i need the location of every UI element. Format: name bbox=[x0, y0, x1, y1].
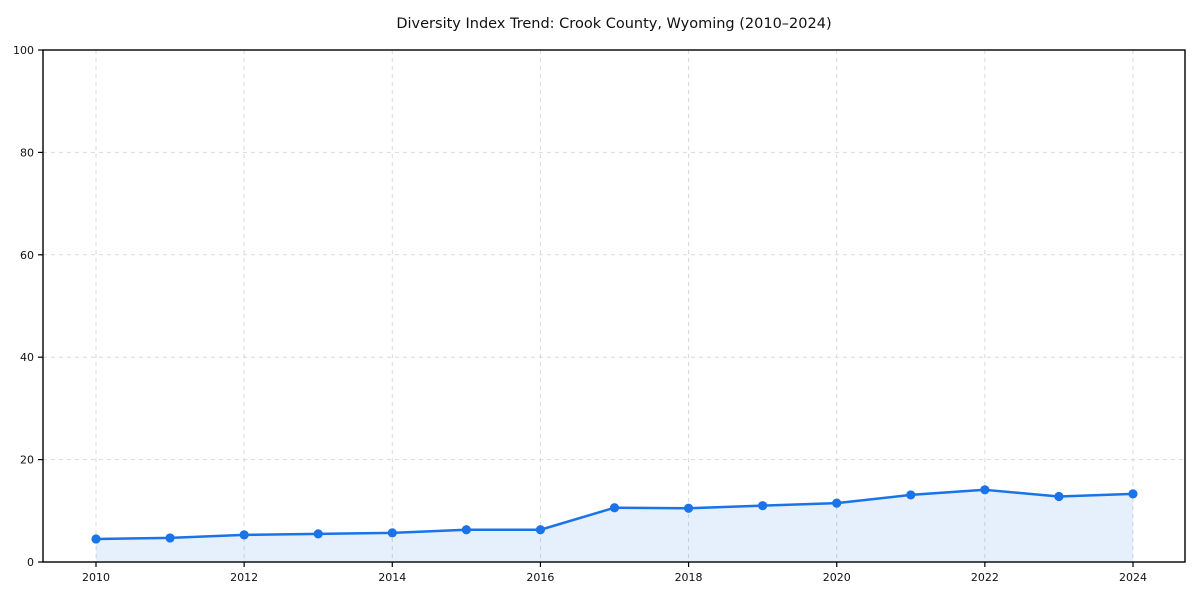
data-point-marker bbox=[313, 529, 323, 539]
data-point-marker bbox=[165, 533, 175, 543]
data-point-marker bbox=[1128, 489, 1138, 499]
y-tick-label: 100 bbox=[13, 44, 34, 57]
data-point-marker bbox=[980, 485, 990, 495]
x-tick-label: 2018 bbox=[675, 571, 703, 584]
plot-border bbox=[42, 49, 1186, 563]
data-point-marker bbox=[609, 503, 620, 513]
series-layer bbox=[91, 485, 1138, 562]
data-point-marker bbox=[832, 498, 842, 508]
y-tick-label: 80 bbox=[20, 146, 34, 159]
data-point-marker bbox=[906, 490, 916, 500]
x-tick-label: 2020 bbox=[823, 571, 851, 584]
axis-labels: 2010 2012 2014 2016 2018 2020 2022 2024 0 20 40 60 8… bbox=[13, 44, 1147, 584]
x-tick-label: 2022 bbox=[971, 571, 999, 584]
x-tick-label: 2012 bbox=[230, 571, 258, 584]
data-point-marker bbox=[461, 525, 471, 535]
area-fill bbox=[96, 489, 1133, 562]
data-point-marker bbox=[387, 528, 397, 538]
x-tick-label: 2024 bbox=[1119, 571, 1147, 584]
axes bbox=[38, 49, 1186, 567]
data-point-marker bbox=[683, 503, 694, 513]
x-tick-label: 2014 bbox=[378, 571, 406, 584]
chart-title: Diversity Index Trend: Crook County, Wyo… bbox=[396, 16, 831, 32]
data-point-marker bbox=[758, 501, 768, 511]
y-tick-label: 60 bbox=[20, 249, 34, 262]
x-tick-label: 2016 bbox=[526, 571, 554, 584]
data-point-marker bbox=[1054, 491, 1064, 502]
y-tick-label: 20 bbox=[20, 454, 34, 467]
x-tick-label: 2010 bbox=[82, 571, 110, 584]
data-point-marker bbox=[239, 530, 249, 540]
data-point-marker bbox=[535, 525, 546, 535]
y-tick-label: 40 bbox=[20, 351, 34, 364]
gridlines bbox=[43, 49, 1185, 563]
data-point-marker bbox=[91, 534, 101, 544]
y-tick-label: 0 bbox=[27, 556, 34, 569]
